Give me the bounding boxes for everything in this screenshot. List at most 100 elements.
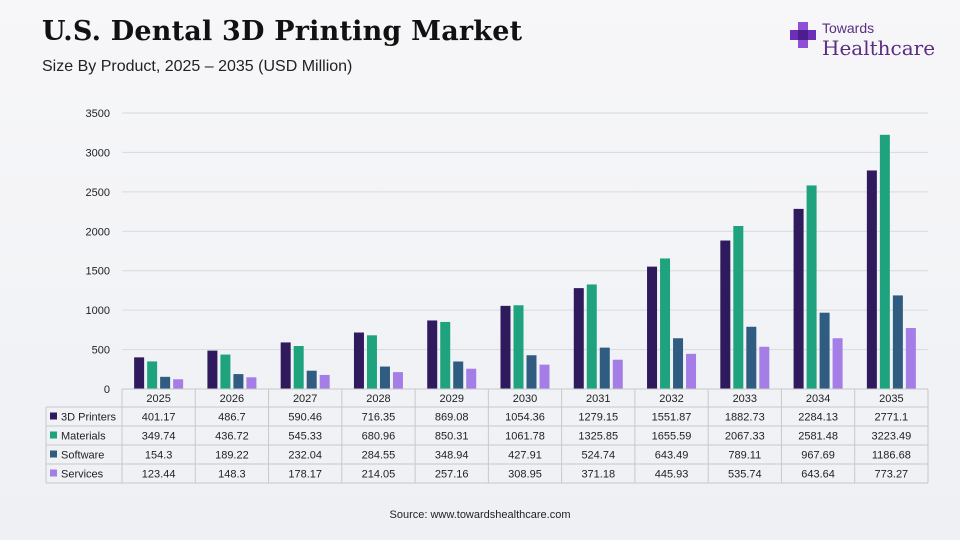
bar-software [379, 366, 390, 389]
data-label: 2581.48 [798, 431, 838, 443]
legend-swatch [50, 412, 57, 420]
bar-software [673, 338, 684, 389]
data-label: 189.22 [215, 450, 249, 462]
data-label: 590.46 [288, 412, 322, 424]
data-label: 1325.85 [578, 431, 618, 443]
bar-services [319, 374, 330, 389]
bar-services [686, 353, 697, 389]
x-tick-label: 2025 [146, 393, 170, 405]
x-tick-label: 2034 [806, 393, 830, 405]
bar-software [453, 361, 464, 389]
data-label: 2284.13 [798, 412, 838, 424]
data-label: 427.91 [508, 450, 542, 462]
legend-swatch [50, 450, 57, 458]
bar-materials [513, 305, 524, 389]
legend-label: Software [61, 450, 104, 462]
bar-materials [220, 354, 231, 389]
data-label: 214.05 [362, 469, 396, 481]
data-label: 348.94 [435, 450, 469, 462]
legend-label: 3D Printers [61, 412, 117, 424]
bar-3d-printers [720, 240, 731, 389]
bar-services [246, 377, 257, 389]
y-tick-label: 2500 [86, 187, 110, 199]
bar-services [539, 364, 550, 389]
logo-main-text: Healthcare [822, 36, 936, 60]
data-label: 123.44 [142, 469, 176, 481]
bar-services [832, 338, 843, 389]
data-label: 308.95 [508, 469, 542, 481]
bar-software [819, 312, 830, 389]
bar-materials [733, 225, 744, 389]
bar-materials [660, 258, 671, 389]
data-label: 1061.78 [505, 431, 545, 443]
data-label: 1551.87 [652, 412, 692, 424]
data-label: 2067.33 [725, 431, 765, 443]
legend-label: Services [61, 469, 104, 481]
bar-3d-printers [207, 350, 218, 389]
bar-software [892, 295, 903, 389]
logo-top-text: Towards [822, 20, 875, 36]
chart-title: U.S. Dental 3D Printing Market [42, 16, 523, 47]
data-label: 967.69 [801, 450, 835, 462]
bar-services [466, 368, 477, 389]
bar-3d-printers [134, 357, 145, 389]
bar-materials [293, 345, 304, 389]
bar-3d-printers [500, 305, 511, 389]
data-label: 349.74 [142, 431, 176, 443]
y-tick-label: 1000 [86, 305, 110, 317]
bar-3d-printers [866, 170, 877, 389]
bar-services [759, 346, 770, 389]
x-tick-label: 2029 [439, 393, 463, 405]
data-label: 445.93 [655, 469, 689, 481]
data-label: 257.16 [435, 469, 469, 481]
bar-materials [366, 335, 377, 389]
data-label: 232.04 [288, 450, 322, 462]
data-label: 716.35 [362, 412, 396, 424]
bar-3d-printers [280, 342, 291, 389]
data-label: 643.64 [801, 469, 835, 481]
bar-3d-printers [793, 208, 804, 389]
x-tick-label: 2035 [879, 393, 903, 405]
data-label: 1655.59 [652, 431, 692, 443]
data-label: 643.49 [655, 450, 689, 462]
data-label: 2771.1 [875, 412, 909, 424]
healthcare-cross-icon [790, 22, 816, 48]
source-note: Source: www.towardshealthcare.com [389, 509, 571, 521]
data-label: 524.74 [581, 450, 615, 462]
data-label: 1279.15 [578, 412, 618, 424]
data-label: 773.27 [875, 469, 909, 481]
bar-software [746, 326, 757, 389]
brand-logo: Towards Healthcare [788, 18, 938, 68]
data-label: 154.3 [145, 450, 173, 462]
bar-services [612, 359, 623, 389]
data-label: 486.7 [218, 412, 246, 424]
data-label: 1054.36 [505, 412, 545, 424]
legend-swatch [50, 469, 57, 477]
y-tick-label: 3500 [86, 108, 110, 120]
y-tick-label: 500 [92, 345, 110, 357]
data-label: 178.17 [288, 469, 322, 481]
bar-materials [440, 321, 451, 389]
bar-software [160, 376, 171, 389]
x-tick-label: 2032 [659, 393, 683, 405]
bar-services [392, 372, 403, 389]
data-label: 680.96 [362, 431, 396, 443]
bar-software [306, 370, 317, 389]
data-label: 850.31 [435, 431, 469, 443]
data-label: 284.55 [362, 450, 396, 462]
data-label: 436.72 [215, 431, 249, 443]
bar-materials [879, 134, 890, 389]
y-tick-label: 3000 [86, 147, 110, 159]
bar-software [233, 374, 244, 389]
x-tick-label: 2031 [586, 393, 610, 405]
bar-materials [586, 284, 597, 389]
chart-subtitle: Size By Product, 2025 – 2035 (USD Millio… [42, 58, 353, 75]
x-tick-label: 2027 [293, 393, 317, 405]
x-tick-label: 2033 [733, 393, 757, 405]
x-tick-label: 2028 [366, 393, 390, 405]
bar-software [526, 355, 537, 389]
bar-chart: 0 500 1000 1500 2000 2500 3000 3500 2025 2026 2027… [45, 108, 929, 484]
data-label: 148.3 [218, 469, 246, 481]
data-label: 1882.73 [725, 412, 765, 424]
bar-services [905, 328, 916, 389]
